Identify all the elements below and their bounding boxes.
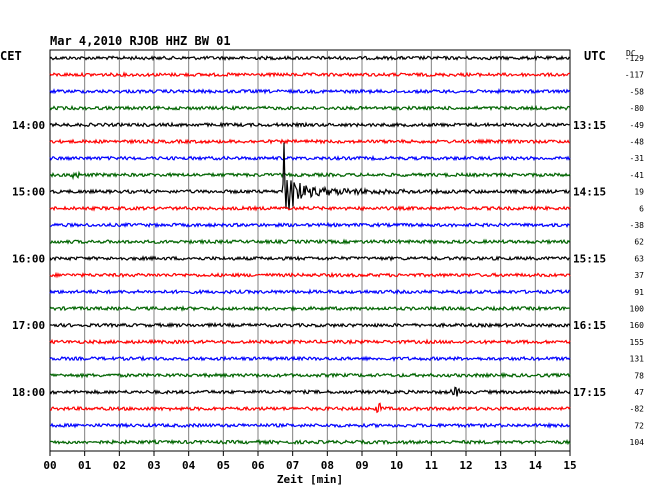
dc-offset-label: -48 xyxy=(630,138,645,147)
seismic-trace xyxy=(49,204,571,212)
dc-offset-label: 6 xyxy=(639,204,644,213)
seismic-trace xyxy=(49,288,571,295)
left-hour-label: 14:00 xyxy=(12,119,45,132)
chart-title: Mar 4,2010 RJOB HHZ BW 01 xyxy=(50,34,231,48)
seismic-trace xyxy=(49,422,571,429)
x-tick-label: 15 xyxy=(563,459,576,472)
x-tick-label: 10 xyxy=(390,459,403,472)
dc-offset-label: -41 xyxy=(630,171,645,180)
x-tick-label: 07 xyxy=(286,459,299,472)
right-hour-label: 17:15 xyxy=(573,386,606,399)
seismic-traces xyxy=(49,55,571,446)
seismic-trace xyxy=(49,402,571,414)
seismic-trace xyxy=(49,138,571,145)
right-hour-label: 15:15 xyxy=(573,252,606,265)
dc-offset-label: -117 xyxy=(625,71,644,80)
x-tick-label: 04 xyxy=(182,459,196,472)
dc-offset-label: -80 xyxy=(630,104,645,113)
seismic-trace xyxy=(49,371,571,379)
right-hour-label: 14:15 xyxy=(573,186,606,199)
x-tick-label: 06 xyxy=(251,459,265,472)
dc-offset-label: 91 xyxy=(634,288,644,297)
left-hour-label: 15:00 xyxy=(12,186,45,199)
dc-offset-label: 78 xyxy=(634,371,644,380)
seismic-trace xyxy=(49,88,571,95)
dc-offset-label: -129 xyxy=(625,54,644,63)
seismic-trace xyxy=(49,338,571,346)
x-tick-label: 01 xyxy=(78,459,92,472)
seismic-trace xyxy=(49,321,571,329)
seismic-trace xyxy=(49,386,571,397)
x-tick-label: 13 xyxy=(494,459,507,472)
x-tick-label: 12 xyxy=(459,459,472,472)
seismic-trace xyxy=(49,154,571,162)
dc-offset-label: 160 xyxy=(630,321,645,330)
seismic-trace xyxy=(49,355,571,362)
left-timezone-label: CET xyxy=(0,49,22,63)
seismic-trace xyxy=(49,238,571,245)
dc-offset-label: -49 xyxy=(630,121,645,130)
dc-offset-label: 62 xyxy=(634,238,644,247)
x-tick-label: 14 xyxy=(529,459,543,472)
right-hour-label: 13:15 xyxy=(573,119,606,132)
dc-offset-label: 100 xyxy=(630,305,645,314)
x-tick-label: 02 xyxy=(113,459,126,472)
dc-offset-label: -38 xyxy=(630,221,645,230)
left-hour-labels: 14:00 15:00 16:00 17:00 18:00 xyxy=(12,119,45,399)
seismic-trace xyxy=(49,142,571,210)
seismic-trace xyxy=(49,104,571,112)
seismic-trace xyxy=(49,121,571,129)
plot-border xyxy=(49,49,571,452)
x-tick-label: 11 xyxy=(425,459,439,472)
dc-offset-label: 155 xyxy=(630,338,645,347)
x-axis-label: Zeit [min] xyxy=(277,473,343,486)
x-tick-labels: 00 01 02 03 04 05 06 07 08 09 10 11 12 13 14 15 xyxy=(43,451,577,472)
seismic-trace xyxy=(49,438,571,446)
seismic-trace xyxy=(49,255,570,262)
x-tick-label: 00 xyxy=(43,459,56,472)
x-tick-label: 05 xyxy=(217,459,230,472)
dc-offset-label: 19 xyxy=(634,188,644,197)
dc-offset-label: -31 xyxy=(630,154,645,163)
seismic-trace xyxy=(49,305,571,312)
dc-header: DC xyxy=(626,49,636,58)
dc-offset-label: 37 xyxy=(634,271,644,280)
dc-offset-label: 47 xyxy=(634,388,644,397)
x-tick-label: 09 xyxy=(355,459,368,472)
dc-offset-label: 63 xyxy=(634,254,644,263)
seismic-trace xyxy=(50,221,571,229)
right-hour-label: 16:15 xyxy=(573,319,606,332)
seismic-trace xyxy=(49,55,571,62)
right-timezone-label: UTC xyxy=(584,49,606,63)
x-tick-label: 03 xyxy=(147,459,160,472)
dc-offset-label: 131 xyxy=(630,355,645,364)
dc-offset-labels: -129 -117 -58 -80 -49 -48 -31 -41 19 6 -38 62 63 37 91… xyxy=(625,54,644,447)
x-tick-label: 08 xyxy=(321,459,334,472)
right-hour-labels: 13:15 14:15 15:15 16:15 17:15 xyxy=(573,119,606,399)
dc-offset-label: -82 xyxy=(630,405,645,414)
seismic-trace xyxy=(49,71,570,79)
dc-offset-label: 72 xyxy=(634,421,644,430)
dc-offset-label: 104 xyxy=(630,438,645,447)
seismic-trace xyxy=(49,170,571,181)
left-hour-label: 18:00 xyxy=(12,386,45,399)
left-hour-label: 17:00 xyxy=(12,319,45,332)
minute-grid xyxy=(84,50,536,451)
seismic-trace xyxy=(49,271,571,279)
left-hour-label: 16:00 xyxy=(12,252,45,265)
dc-offset-label: -58 xyxy=(630,87,645,96)
